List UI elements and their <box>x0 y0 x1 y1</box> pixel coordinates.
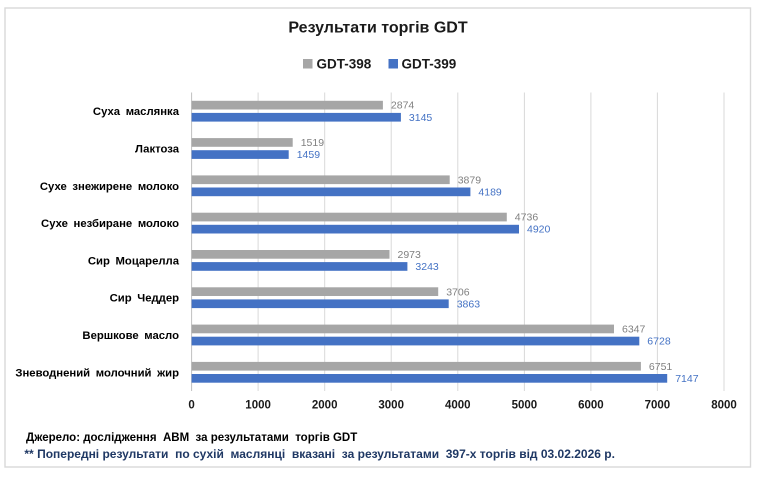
svg-text:6728: 6728 <box>647 336 671 348</box>
svg-text:2000: 2000 <box>312 399 338 411</box>
svg-text:6751: 6751 <box>649 361 673 373</box>
svg-text:Результати торгів GDT: Результати торгів GDT <box>288 19 467 36</box>
svg-text:GDT-399: GDT-399 <box>402 57 457 72</box>
svg-text:4000: 4000 <box>445 399 471 411</box>
svg-text:3000: 3000 <box>378 399 404 411</box>
svg-text:6347: 6347 <box>622 324 646 336</box>
svg-text:1000: 1000 <box>245 399 271 411</box>
svg-text:1459: 1459 <box>297 149 321 161</box>
svg-text:4736: 4736 <box>515 212 539 224</box>
svg-text:Сухе незбиране молоко: Сухе незбиране молоко <box>41 218 179 230</box>
svg-text:7000: 7000 <box>645 399 671 411</box>
svg-text:1519: 1519 <box>301 137 325 149</box>
svg-text:** Попередні результати по су: ** Попередні результати по сухій маслянц… <box>24 447 615 461</box>
svg-text:Сир Моцарелла: Сир Моцарелла <box>88 255 180 267</box>
svg-text:2874: 2874 <box>391 100 415 112</box>
svg-text:4920: 4920 <box>527 224 551 236</box>
svg-text:6000: 6000 <box>578 399 604 411</box>
svg-text:7147: 7147 <box>675 373 699 385</box>
svg-text:3863: 3863 <box>457 298 481 310</box>
svg-text:GDT-398: GDT-398 <box>317 57 372 72</box>
svg-text:3243: 3243 <box>415 261 439 273</box>
svg-text:3706: 3706 <box>446 286 470 298</box>
svg-text:Вершкове масло: Вершкове масло <box>82 330 179 342</box>
svg-text:3145: 3145 <box>409 112 433 124</box>
svg-text:2973: 2973 <box>398 249 422 261</box>
svg-text:4189: 4189 <box>478 186 502 198</box>
svg-text:8000: 8000 <box>711 399 737 411</box>
svg-text:Суха маслянка: Суха маслянка <box>93 106 180 118</box>
svg-text:Джерело: дослідження АВМ за: Джерело: дослідження АВМ за результатами… <box>26 432 357 444</box>
svg-text:3879: 3879 <box>458 174 482 186</box>
svg-text:0: 0 <box>188 399 194 411</box>
svg-text:5000: 5000 <box>512 399 538 411</box>
svg-text:Сир Чеддер: Сир Чеддер <box>110 293 179 305</box>
svg-text:Зневоднений молочний жир: Зневоднений молочний жир <box>15 367 179 379</box>
svg-text:Сухе знежирене молоко: Сухе знежирене молоко <box>40 181 179 193</box>
svg-text:Лактоза: Лактоза <box>135 144 180 156</box>
